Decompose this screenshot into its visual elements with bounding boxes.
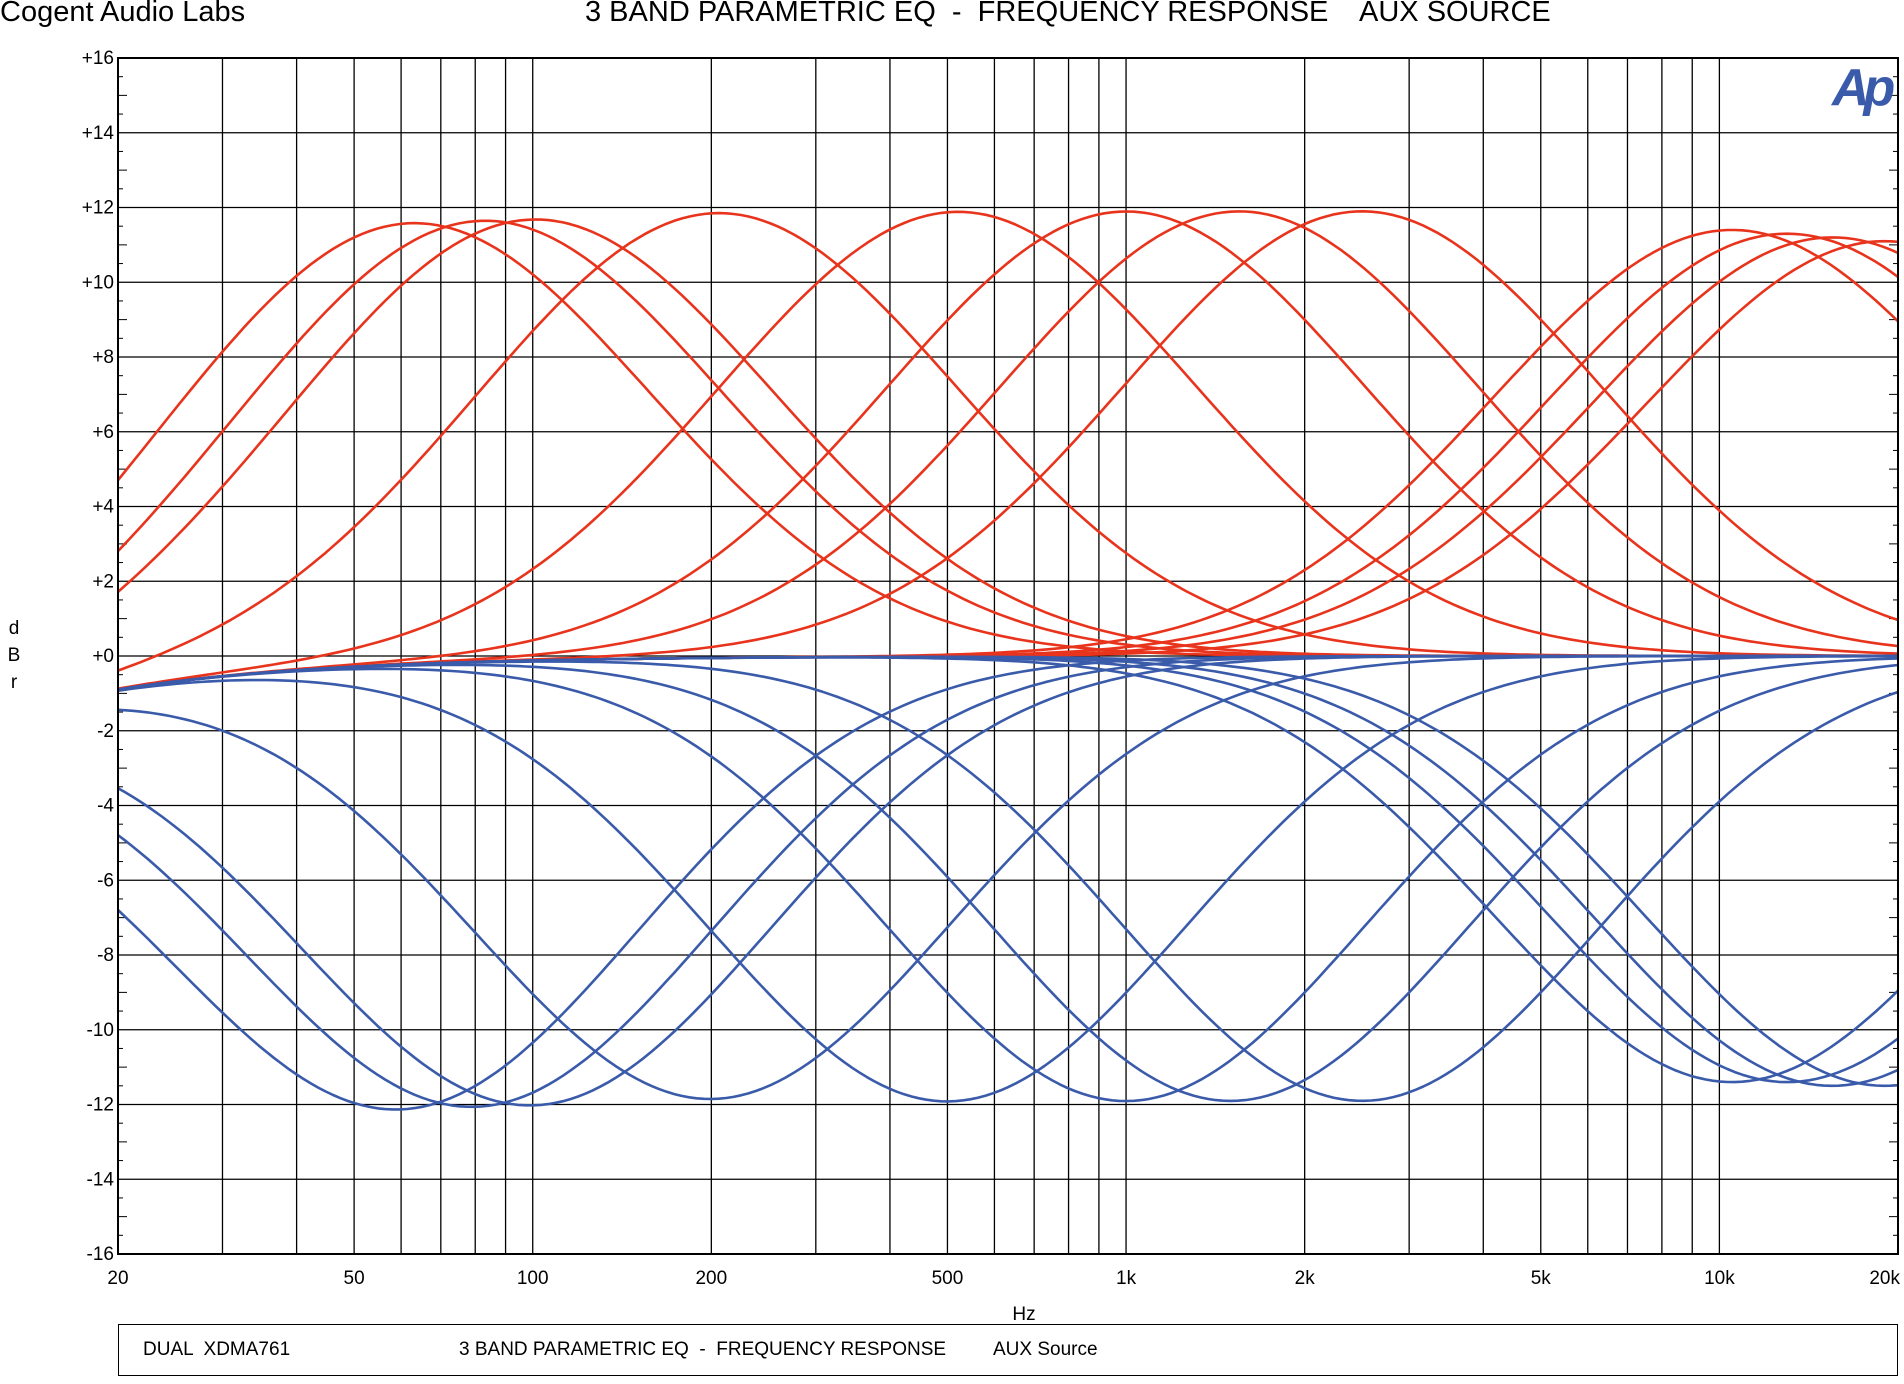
x-tick-label: 2k <box>1295 1268 1316 1289</box>
y-tick-label: -16 <box>87 1244 114 1265</box>
series-line-cut-21 <box>117 655 1899 1084</box>
y-tick-label: +0 <box>92 646 114 667</box>
series-line-cut-15 <box>117 654 1898 1101</box>
chart-title: 3 BAND PARAMETRIC EQ - FREQUENCY RESPONS… <box>585 0 1551 28</box>
series-line-cut-16 <box>117 654 1898 1103</box>
x-tick-label: 500 <box>932 1268 964 1289</box>
y-tick-label: +14 <box>82 123 115 144</box>
y-axis-label-char: B <box>8 645 21 666</box>
y-tick-label: -14 <box>87 1169 115 1190</box>
x-tick-label: 20 <box>107 1268 128 1289</box>
y-tick-label: +8 <box>92 347 114 368</box>
series-line-cut-12 <box>117 654 1898 1111</box>
series-line-boost-4 <box>117 210 1898 690</box>
series-line-boost-0 <box>116 221 1898 658</box>
series-line-boost-2 <box>117 218 1898 658</box>
y-tick-label: +4 <box>92 497 114 518</box>
series-line-cut-20 <box>117 656 1899 1084</box>
y-tick-label: +2 <box>92 571 114 592</box>
y-tick-label: -2 <box>97 721 114 742</box>
series-line-cut-23 <box>117 655 1899 1088</box>
footer-description: 3 BAND PARAMETRIC EQ - FREQUENCY RESPONS… <box>459 1339 947 1360</box>
y-tick-label: -10 <box>87 1020 114 1041</box>
x-tick-label: 1k <box>1116 1268 1137 1289</box>
series-line-boost-10 <box>117 236 1899 691</box>
y-axis-label: dBr <box>8 618 21 693</box>
series-line-cut-13 <box>117 654 1898 1109</box>
plot-series <box>116 210 1899 1111</box>
y-axis-label-char: d <box>9 618 20 639</box>
y-tick-label: +10 <box>82 272 114 293</box>
x-tick-label: 100 <box>517 1268 549 1289</box>
y-tick-label: -6 <box>97 870 114 891</box>
plot-frame <box>117 57 1899 1255</box>
footer-device: DUAL XDMA761 <box>143 1339 291 1360</box>
x-tick-label: 200 <box>695 1268 727 1289</box>
series-line-cut-22 <box>117 655 1899 1088</box>
company-name: Cogent Audio Labs <box>0 0 246 28</box>
series-line-boost-11 <box>117 239 1899 691</box>
y-tick-label: +6 <box>92 422 114 443</box>
footer-source: AUX Source <box>993 1339 1098 1360</box>
x-tick-label: 20k <box>1869 1268 1900 1289</box>
y-tick-label: +16 <box>82 48 114 69</box>
series-line-cut-17 <box>117 657 1899 1103</box>
y-tick-label: -12 <box>87 1095 114 1116</box>
x-axis-label: Hz <box>1012 1304 1035 1325</box>
tick-labels: +16 +14 +12 +10 +8 +6 +4 +2 +0 -2 -4 -6 -8 -10 -12 -14 -… <box>82 48 1901 1289</box>
ap-logo-icon: Ap <box>1832 59 1895 117</box>
footer-info-box: DUAL XDMA761 3 BAND PARAMETRIC EQ - FREQ… <box>118 1324 1898 1376</box>
series-line-boost-1 <box>117 219 1898 658</box>
x-tick-label: 5k <box>1531 1268 1552 1289</box>
series-line-boost-8 <box>117 228 1899 691</box>
y-tick-label: -8 <box>97 945 114 966</box>
y-tick-label: -4 <box>97 796 114 817</box>
y-axis-label-char: r <box>11 672 18 693</box>
series-line-cut-19 <box>117 660 1899 1103</box>
series-line-boost-5 <box>117 210 1899 691</box>
x-tick-label: 50 <box>344 1268 365 1289</box>
x-tick-label: 10k <box>1704 1268 1735 1289</box>
y-tick-label: +12 <box>82 198 114 219</box>
